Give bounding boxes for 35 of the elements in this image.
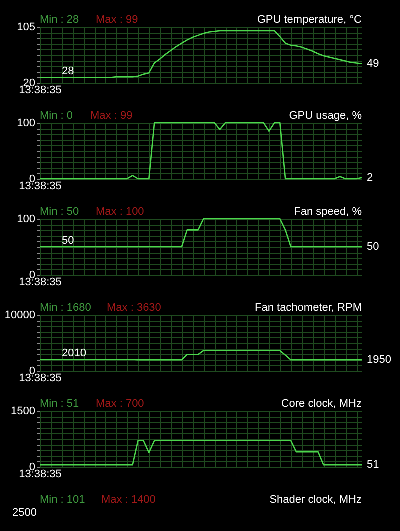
line-series [39,30,363,78]
y-tick-label: 100 [17,118,36,130]
y-tick-label: 10000 [4,310,36,322]
text: Max : 99 [90,110,133,122]
y-tick-label: 1500 [11,406,36,418]
text: Max : 100 [96,206,144,218]
text: 2500 [12,507,37,519]
text: 51 [367,459,380,472]
text: Shader clock, MHz [270,494,362,506]
text: Min : 28 [40,14,80,26]
text: Min : 50 [40,206,80,218]
chart-title: GPU temperature, °C [257,14,362,26]
y-tick-label: 105 [17,22,36,34]
text: Max : 1400 [102,494,156,506]
text: Min : 1680 [40,302,92,314]
text: 49 [367,58,380,70]
annotation: 50 [62,235,74,247]
text: Max : 3630 [107,302,162,314]
chart-title: Core clock, MHz [281,398,362,410]
chart-title: Fan tachometer, RPM [255,302,362,314]
y-tick-label: 100 [17,214,36,226]
text: Min : 101 [40,494,86,506]
line-series [39,350,363,361]
text: Min : 51 [40,398,80,410]
text: 2 [367,172,374,184]
text: Max : 99 [96,14,138,26]
text: 50 [367,241,380,253]
text: 1950 [367,354,392,366]
text: Min : 0 [40,110,74,122]
chart-title: Fan speed, % [294,206,362,218]
annotation: 28 [62,66,74,78]
text: Max : 700 [96,398,144,410]
chart-title: GPU usage, % [289,110,362,122]
line-series [39,122,363,180]
annotation: 2010 [62,348,86,360]
